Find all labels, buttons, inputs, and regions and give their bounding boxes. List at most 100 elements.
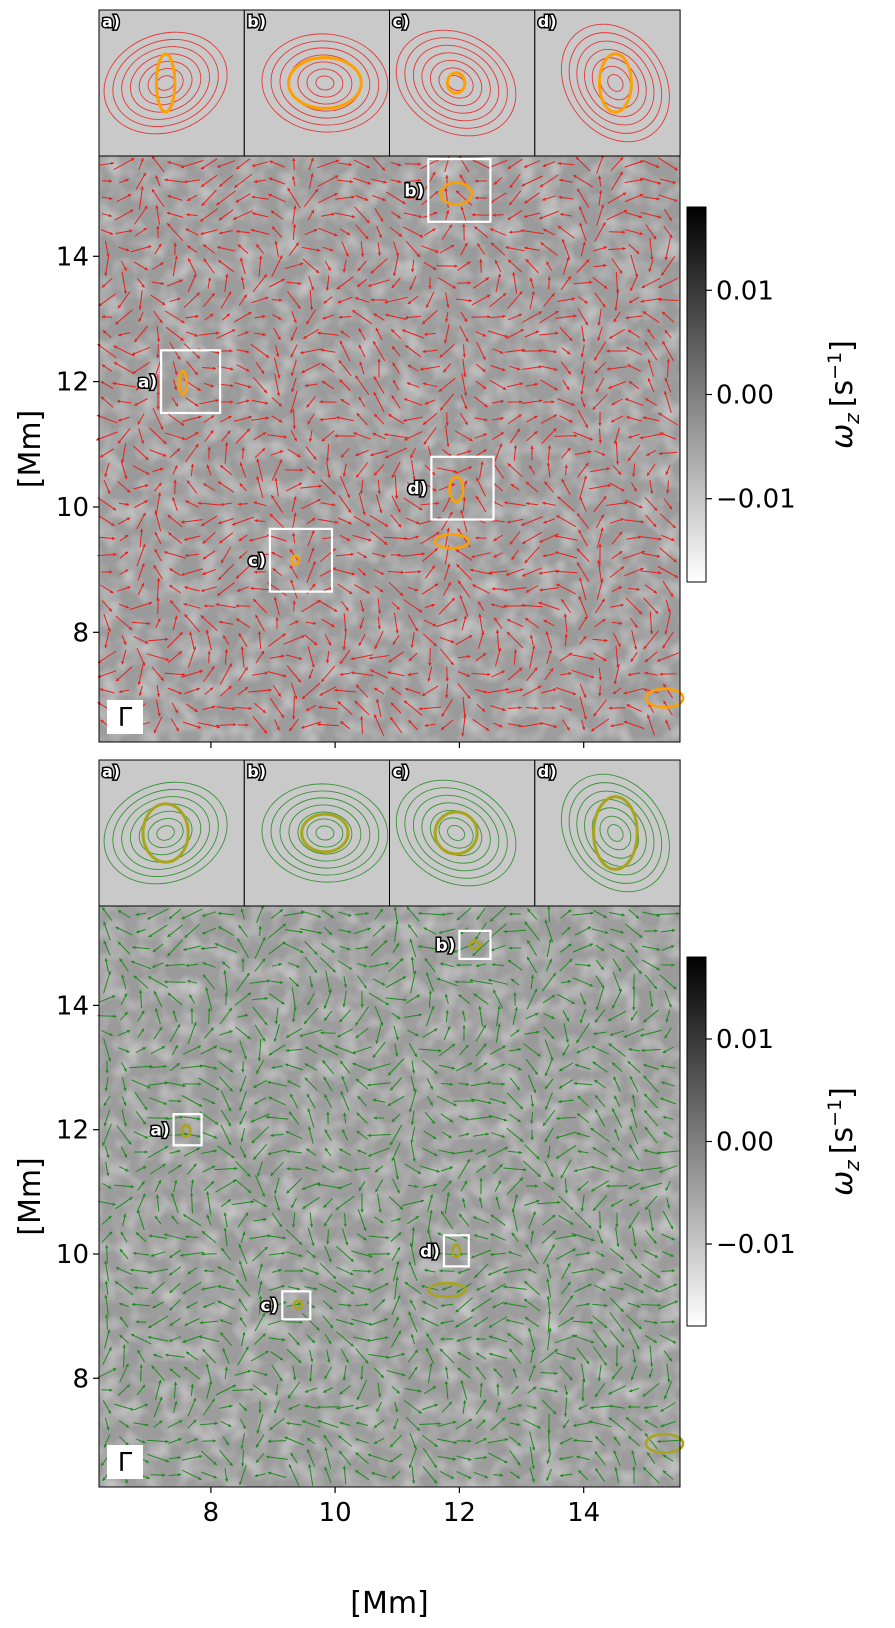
velocity-arrowhead bbox=[178, 691, 183, 695]
velocity-arrowhead bbox=[585, 462, 589, 467]
velocity-arrowhead bbox=[213, 1149, 217, 1153]
velocity-arrowhead bbox=[567, 276, 571, 280]
velocity-vector bbox=[507, 667, 523, 681]
velocity-arrowhead bbox=[174, 255, 178, 259]
velocity-arrowhead bbox=[610, 724, 614, 728]
velocity-vector bbox=[507, 1332, 523, 1346]
velocity-arrowhead bbox=[179, 1115, 183, 1119]
velocity-arrowhead bbox=[390, 702, 395, 706]
velocity-arrowhead bbox=[169, 915, 173, 919]
velocity-vector bbox=[557, 496, 575, 512]
velocity-arrowhead bbox=[418, 911, 422, 916]
velocity-arrowhead bbox=[335, 520, 339, 524]
velocity-vector bbox=[577, 308, 589, 326]
velocity-vector bbox=[407, 614, 419, 632]
velocity-arrowhead bbox=[654, 929, 658, 933]
velocity-vector bbox=[113, 157, 135, 171]
velocity-arrowhead bbox=[230, 383, 234, 388]
velocity-arrowhead bbox=[539, 539, 543, 543]
velocity-arrowhead bbox=[620, 518, 624, 522]
velocity-arrowhead bbox=[421, 552, 425, 556]
velocity-vector bbox=[180, 160, 204, 168]
velocity-arrowhead bbox=[178, 1473, 182, 1477]
velocity-arrowhead bbox=[163, 1101, 167, 1105]
velocity-vector bbox=[270, 1161, 284, 1177]
region-box bbox=[427, 158, 492, 223]
velocity-vector bbox=[300, 485, 322, 489]
velocity-vector bbox=[610, 171, 624, 191]
velocity-arrowhead bbox=[313, 456, 317, 460]
velocity-vector bbox=[594, 1108, 606, 1128]
velocity-arrowhead bbox=[262, 937, 266, 941]
velocity-arrowhead bbox=[229, 1462, 233, 1466]
velocity-arrowhead bbox=[298, 1253, 303, 1258]
velocity-arrowhead bbox=[279, 1377, 283, 1382]
vortex-contour bbox=[180, 1124, 192, 1138]
region-label: b) bbox=[404, 182, 424, 202]
velocity-arrowhead bbox=[108, 1347, 112, 1351]
velocity-vector bbox=[290, 579, 298, 599]
velocity-vector bbox=[639, 1029, 663, 1037]
velocity-arrowhead bbox=[566, 257, 570, 261]
velocity-arrowhead bbox=[467, 654, 471, 659]
velocity-arrowhead bbox=[521, 603, 525, 607]
velocity-arrowhead bbox=[196, 292, 200, 296]
velocity-arrowhead bbox=[396, 1261, 400, 1265]
velocity-vector bbox=[352, 1062, 372, 1072]
velocity-arrowhead bbox=[424, 723, 428, 727]
velocity-arrowhead bbox=[264, 1246, 268, 1250]
velocity-arrowhead bbox=[502, 293, 507, 297]
velocity-vector bbox=[293, 409, 295, 429]
velocity-vector bbox=[579, 222, 587, 242]
velocity-vector bbox=[318, 599, 338, 613]
velocity-arrowhead bbox=[223, 1212, 227, 1216]
velocity-arrowhead bbox=[552, 706, 556, 710]
velocity-arrowhead bbox=[413, 1445, 417, 1449]
velocity-arrowhead bbox=[264, 996, 268, 1001]
velocity-arrowhead bbox=[517, 367, 521, 371]
velocity-arrowhead bbox=[647, 472, 651, 476]
velocity-vector bbox=[309, 289, 313, 311]
velocity-arrowhead bbox=[672, 1340, 677, 1344]
velocity-arrowhead bbox=[644, 1149, 648, 1153]
velocity-arrowhead bbox=[187, 245, 191, 249]
velocity-arrowhead bbox=[572, 1248, 576, 1252]
velocity-arrowhead bbox=[577, 1113, 581, 1117]
velocity-arrowhead bbox=[261, 448, 265, 452]
velocity-vector bbox=[251, 1246, 269, 1262]
velocity-vector bbox=[496, 629, 500, 651]
velocity-vector bbox=[181, 908, 203, 920]
velocity-arrowhead bbox=[247, 1189, 252, 1193]
velocity-vector bbox=[487, 1438, 509, 1444]
velocity-arrowhead bbox=[350, 1322, 354, 1326]
velocity-arrowhead bbox=[144, 1150, 148, 1154]
velocity-arrowhead bbox=[190, 463, 194, 468]
velocity-arrowhead bbox=[125, 1363, 129, 1367]
velocity-arrowhead bbox=[411, 269, 415, 273]
velocity-arrowhead bbox=[201, 1231, 206, 1235]
velocity-vector bbox=[539, 533, 559, 543]
velocity-arrowhead bbox=[607, 367, 611, 371]
velocity-arrowhead bbox=[552, 1410, 557, 1415]
velocity-arrowhead bbox=[666, 490, 670, 494]
velocity-arrowhead bbox=[313, 229, 318, 233]
velocity-arrowhead bbox=[323, 1204, 327, 1208]
velocity-vector bbox=[235, 1160, 251, 1178]
velocity-vector bbox=[234, 311, 252, 323]
velocity-arrowhead bbox=[157, 618, 161, 622]
velocity-arrowhead bbox=[201, 1252, 205, 1256]
velocity-arrowhead bbox=[174, 1180, 178, 1184]
velocity-vector bbox=[455, 634, 473, 646]
velocity-vector bbox=[643, 1075, 659, 1093]
velocity-arrowhead bbox=[272, 226, 276, 230]
velocity-arrowhead bbox=[289, 1111, 293, 1116]
velocity-vector bbox=[267, 1149, 287, 1155]
velocity-arrowhead bbox=[381, 982, 386, 986]
velocity-vector bbox=[154, 510, 162, 532]
velocity-vector bbox=[320, 479, 336, 495]
velocity-arrowhead bbox=[224, 1366, 228, 1371]
velocity-arrowhead bbox=[296, 1341, 300, 1346]
velocity-vector bbox=[391, 495, 401, 513]
velocity-arrowhead bbox=[653, 985, 657, 990]
velocity-vector bbox=[488, 1114, 508, 1122]
